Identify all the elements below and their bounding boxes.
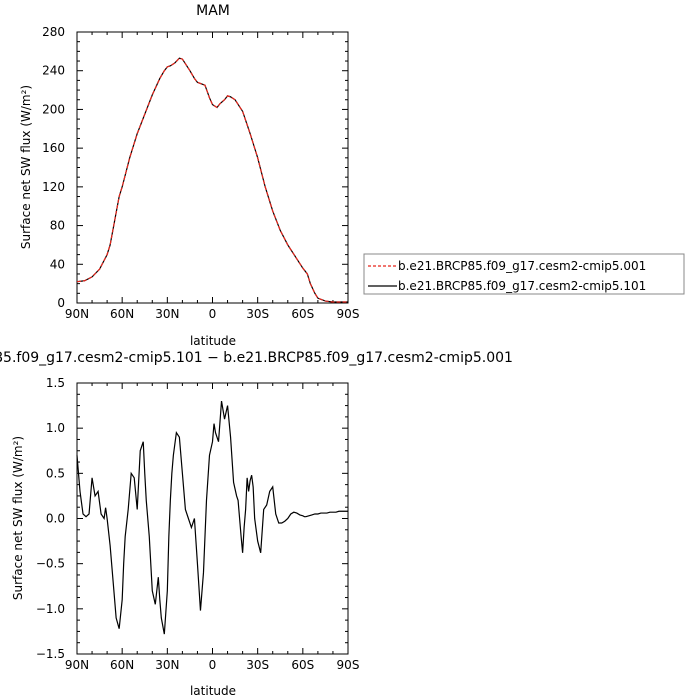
bottom-ytick-labels: −1.5 −1.0 −0.5 0.0 0.5 1.0 1.5 [36,376,65,661]
legend-box [363,253,685,295]
x-tick-label: 30N [155,658,179,672]
y-tick-label: 120 [42,180,65,194]
y-tick-label: 0.0 [46,512,65,526]
y-tick-label: 1.0 [46,421,65,435]
top-ticks [76,31,349,304]
y-tick-label: 240 [42,64,65,78]
x-tick-label: 90N [65,658,89,672]
y-tick-label: 160 [42,141,65,155]
top-panel: MAM 90N 60N 30N 0 30S 60S 90S 0 40 80 120 160 200 24… [19,3,359,348]
bottom-ylabel: Surface net SW flux (W/m²) [11,436,25,600]
x-tick-label: 60N [110,307,134,321]
y-tick-label: 1.5 [46,376,65,390]
x-tick-label: 30S [246,307,269,321]
y-tick-label: 280 [42,25,65,39]
x-tick-label: 30N [155,307,179,321]
x-tick-label: 90S [337,307,360,321]
x-tick-label: 90S [337,658,360,672]
bottom-xlabel: latitude [190,684,236,698]
bottom-panel: b.e21.BRCP85.f09_g17.cesm2-cmip5.101 − b… [0,350,513,698]
top-title: MAM [196,3,230,19]
series-line-1 [76,400,348,635]
legend-label-series-2: b.e21.BRCP85.f09_g17.cesm2-cmip5.101 [398,279,646,293]
top-series-group [76,57,348,303]
bottom-series-group [76,400,348,635]
y-tick-label: −1.5 [36,647,65,661]
y-tick-label: 200 [42,102,65,116]
top-plot-frame [76,31,349,304]
series-line-1 [76,57,348,303]
bottom-title: b.e21.BRCP85.f09_g17.cesm2-cmip5.101 − b… [0,350,513,366]
y-tick-label: −0.5 [36,557,65,571]
legend: b.e21.BRCP85.f09_g17.cesm2-cmip5.001 b.e… [363,253,685,295]
bottom-plot-frame [76,382,349,655]
x-tick-label: 30S [246,658,269,672]
bottom-xtick-labels: 90N 60N 30N 0 30S 60S 90S [65,658,360,672]
x-tick-label: 90N [65,307,89,321]
y-tick-label: 80 [50,219,65,233]
x-tick-label: 60S [291,307,314,321]
series-line-2 [76,57,348,303]
top-ylabel: Surface net SW flux (W/m²) [19,85,33,249]
x-tick-label: 60S [291,658,314,672]
y-tick-label: 40 [50,257,65,271]
y-tick-label: 0.5 [46,466,65,480]
x-tick-label: 0 [209,658,217,672]
bottom-ticks [76,382,349,655]
top-xtick-labels: 90N 60N 30N 0 30S 60S 90S [65,307,360,321]
x-tick-label: 0 [209,307,217,321]
y-tick-label: 0 [57,296,65,310]
x-tick-label: 60N [110,658,134,672]
top-ytick-labels: 0 40 80 120 160 200 240 280 [42,25,65,310]
y-tick-label: −1.0 [36,602,65,616]
legend-label-series-1: b.e21.BRCP85.f09_g17.cesm2-cmip5.001 [398,259,646,273]
top-xlabel: latitude [190,334,236,348]
